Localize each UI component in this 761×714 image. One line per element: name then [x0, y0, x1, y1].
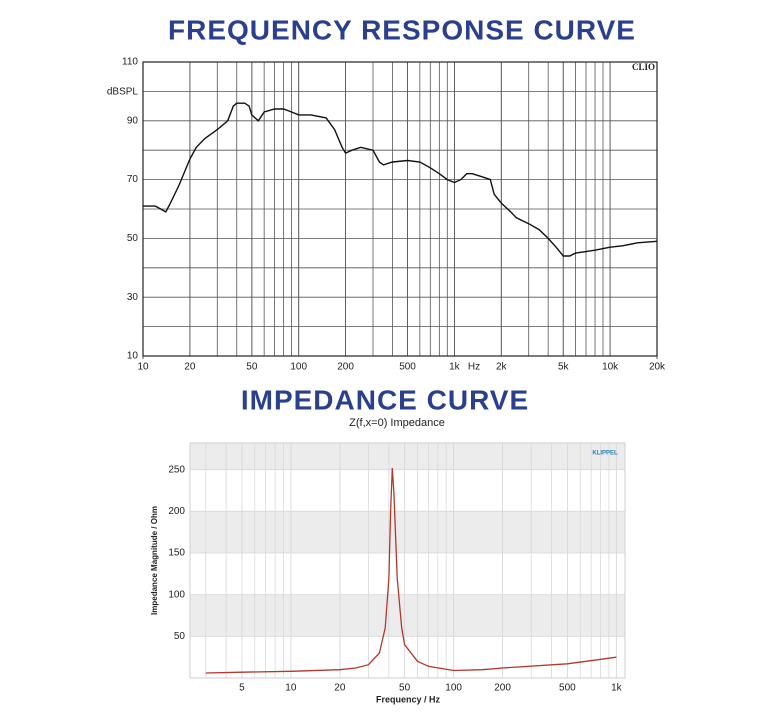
data-line [205, 467, 617, 674]
x-tick-label: 5k [558, 362, 570, 373]
y-tick-label: 250 [168, 464, 185, 475]
y-tick-label: 150 [168, 548, 185, 559]
x-tick-label: 20 [184, 362, 196, 373]
chart-subtitle: Z(f,x=0) Impedance [349, 417, 445, 429]
x-tick-label: 5 [239, 683, 245, 694]
plot-area [190, 443, 625, 678]
grid-band [190, 511, 625, 553]
x-tick-label: 10 [285, 683, 297, 694]
grid-band [190, 594, 625, 637]
x-axis-label: Hz [468, 362, 480, 373]
y-tick-label: 30 [127, 292, 139, 303]
y-tick-label: 110 [122, 57, 138, 68]
y-tick-label: 90 [127, 115, 139, 126]
section-title: FREQUENCY RESPONSE CURVE [168, 14, 636, 45]
x-tick-label: 10 [137, 362, 149, 373]
x-tick-label: 2k [496, 362, 508, 373]
x-tick-label: 100 [445, 683, 462, 694]
plot-frame [142, 61, 658, 357]
y-tick-label: 200 [168, 506, 185, 517]
y-tick-label: 50 [127, 233, 139, 244]
plot-frame [189, 442, 626, 679]
x-tick-label: 500 [559, 683, 576, 694]
y-axis-label: dBSPL [107, 87, 139, 98]
x-tick-label: 200 [337, 362, 354, 373]
grid-band [190, 443, 625, 470]
x-tick-label: 20k [649, 362, 666, 373]
data-line [143, 102, 658, 257]
x-tick-label: 500 [399, 362, 416, 373]
x-tick-label: 200 [494, 683, 511, 694]
x-tick-label: 20 [334, 683, 346, 694]
y-tick-label: 50 [174, 631, 186, 642]
x-tick-label: 1k [611, 683, 623, 694]
y-axis-label: Impedance Magnitude / Ohm [150, 506, 159, 615]
x-tick-label: 10k [602, 362, 619, 373]
x-axis-label: Frequency / Hz [376, 694, 441, 704]
y-tick-label: 10 [127, 351, 139, 362]
logo: KLIPPEL [592, 451, 618, 457]
x-tick-label: 100 [290, 362, 307, 373]
y-tick-label: 70 [127, 174, 139, 185]
x-tick-label: 50 [246, 362, 258, 373]
x-tick-label: 50 [399, 683, 411, 694]
watermark: CLIO [632, 62, 655, 72]
y-tick-label: 100 [168, 589, 185, 600]
section-title: IMPEDANCE CURVE [241, 384, 529, 415]
x-tick-label: 1k [449, 362, 461, 373]
